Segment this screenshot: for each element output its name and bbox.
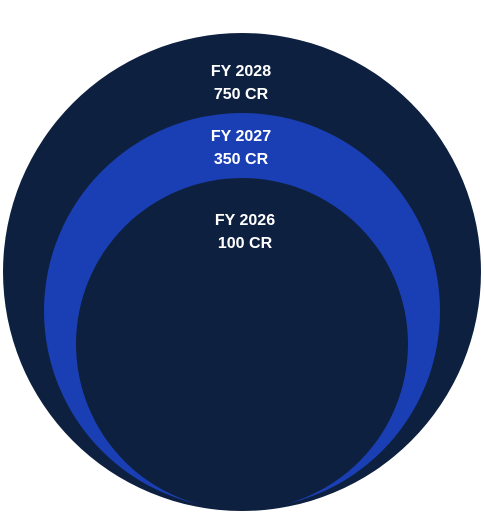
fy2028-year-label: FY 2028 — [211, 63, 271, 80]
circle-fy2026 — [76, 178, 408, 510]
fy2027-year-label: FY 2027 — [211, 128, 271, 145]
fy2026-amount-label: 100 CR — [218, 235, 273, 252]
fy2026-year-label: FY 2026 — [215, 212, 275, 229]
fy2027-amount-label: 350 CR — [214, 151, 269, 168]
fy2028-amount-label: 750 CR — [214, 86, 269, 103]
